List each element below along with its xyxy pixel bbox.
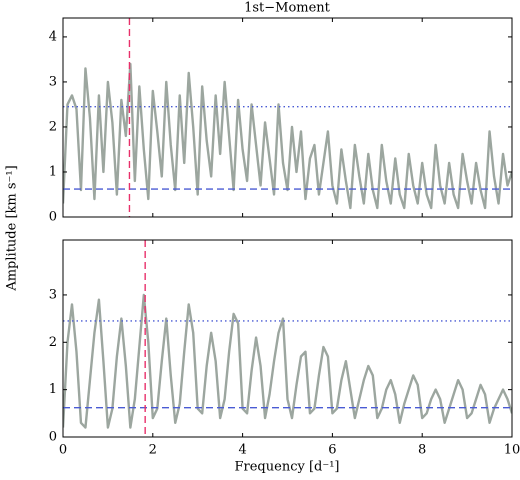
y-axis-label: Amplitude [km s⁻¹]	[5, 165, 20, 291]
y-tick-label: 2	[49, 119, 57, 134]
x-tick-label: 8	[418, 443, 426, 458]
plot-frame	[62, 239, 513, 438]
plot-frame	[62, 17, 513, 218]
periodogram-line	[63, 293, 512, 429]
y-tick-label: 4	[49, 29, 57, 44]
x-tick-label: 6	[328, 443, 336, 458]
y-tick-label: 0	[49, 430, 57, 445]
y-tick-label: 3	[49, 287, 57, 302]
periodogram-line	[63, 62, 512, 210]
y-tick-label: 3	[49, 74, 57, 89]
x-tick-label: 10	[504, 443, 520, 458]
x-tick-label: 0	[59, 443, 67, 458]
y-tick-label: 1	[49, 382, 57, 397]
x-tick-label: 4	[238, 443, 246, 458]
x-axis-label: Frequency [d⁻¹]	[235, 460, 340, 475]
x-tick-label: 2	[149, 443, 157, 458]
y-tick-label: 0	[49, 210, 57, 225]
y-tick-label: 2	[49, 335, 57, 350]
chart-title: 1st−Moment	[244, 1, 331, 16]
y-tick-label: 1	[49, 164, 57, 179]
